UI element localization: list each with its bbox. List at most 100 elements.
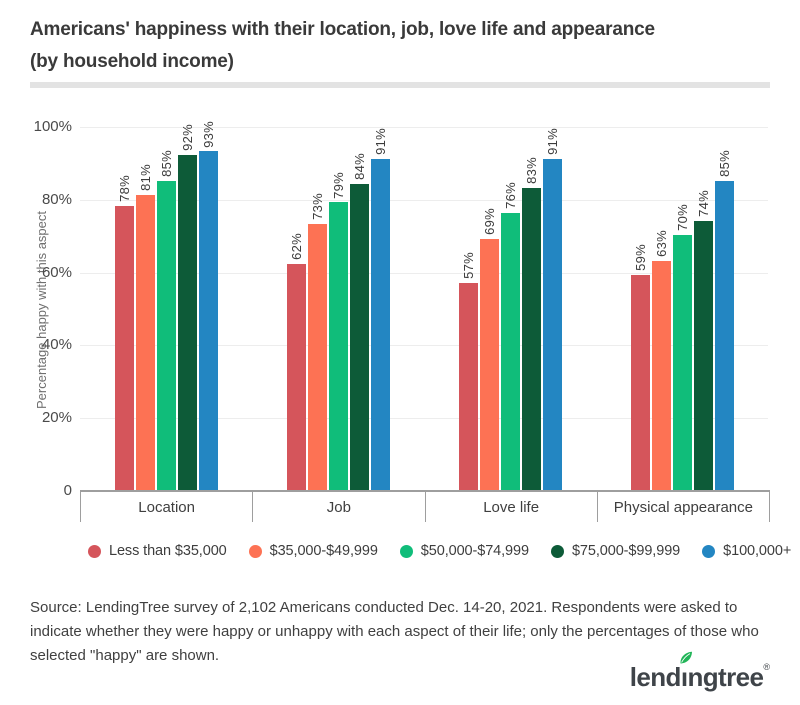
bar-value-label: 85% [158, 149, 174, 177]
bar-value-label: 93% [200, 120, 216, 148]
category-label: Physical appearance [596, 492, 770, 522]
gridline [80, 199, 768, 201]
legend-label: $35,000-$49,999 [269, 543, 378, 559]
bar-group-location: 78% 81% 85% 92% 93% [80, 121, 252, 490]
gridline [80, 418, 768, 420]
legend-label: Less than $35,000 [109, 543, 227, 559]
legend-swatch-icon [399, 544, 413, 558]
bar-wrap: 57% [458, 251, 478, 490]
bar-wrap: 79% [328, 172, 348, 490]
bar-wrap: 74% [693, 189, 713, 490]
plot-area: 78% 81% 85% 92% 93% 62% 73% 79% 84% 91% 57% 69% 76% 8… [80, 95, 768, 490]
bar-value-label: 81% [137, 164, 153, 192]
bar [349, 184, 369, 490]
legend-item: $75,000-$99,999 [550, 543, 681, 559]
chart-title-line2: (by household income) [30, 51, 234, 72]
bar-wrap: 93% [198, 120, 218, 490]
title-divider [30, 82, 770, 88]
bar-wrap: 59% [630, 244, 650, 490]
y-axis-title: Percentage happy with this aspect [34, 211, 49, 410]
bar-value-label: 84% [351, 153, 367, 181]
bar [651, 260, 671, 490]
gridline [80, 127, 768, 128]
bar [714, 180, 734, 490]
legend-swatch-icon [550, 544, 564, 558]
bar [521, 187, 541, 490]
legend-label: $100,000+ [723, 543, 792, 559]
bar-wrap: 83% [521, 156, 541, 490]
category-label: Job [252, 492, 424, 522]
y-tick-label: 40% [41, 336, 72, 354]
x-axis-line [80, 490, 770, 492]
bar [458, 282, 478, 490]
bar-wrap: 73% [307, 193, 327, 490]
chart-title: Americans' happiness with their location… [30, 14, 770, 78]
category-label: Love life [424, 492, 597, 522]
bar-value-label: 78% [116, 175, 132, 203]
bar-wrap: 62% [286, 233, 306, 490]
bar [286, 264, 306, 490]
bar-value-label: 57% [460, 251, 476, 279]
bar-value-label: 62% [288, 233, 304, 261]
lendingtree-logo: lend ıngtree® [630, 651, 770, 694]
bar-value-label: 85% [716, 149, 732, 177]
bar-wrap: 84% [349, 153, 369, 490]
bar-value-label: 76% [502, 182, 518, 210]
bar [198, 151, 218, 490]
bar-value-label: 91% [372, 127, 388, 155]
bar [370, 158, 390, 490]
legend-label: $75,000-$99,999 [571, 543, 681, 559]
bar-value-label: 74% [695, 189, 711, 217]
logo-letter-i: ı [680, 651, 692, 692]
y-tick-label: 60% [41, 263, 72, 281]
x-axis-category-row: Location Job Love life Physical appearance [80, 492, 770, 522]
bar-wrap: 70% [672, 204, 692, 490]
bar [114, 206, 134, 490]
y-tick-label: 20% [41, 409, 72, 427]
legend-item: Less than $35,000 [88, 543, 227, 559]
bar-value-label: 83% [523, 156, 539, 184]
bar [156, 180, 176, 490]
gridline [80, 345, 768, 347]
bar [672, 235, 692, 490]
bar [542, 158, 562, 490]
legend-item: $50,000-$74,999 [399, 543, 529, 559]
legend: Less than $35,000 $35,000-$49,999 $50,000-… [88, 543, 791, 559]
bar [630, 275, 650, 490]
bar-wrap: 85% [714, 149, 734, 490]
source-note: Source: LendingTree survey of 2,102 Amer… [30, 599, 759, 664]
bar-value-label: 59% [632, 244, 648, 272]
bar-value-label: 70% [674, 204, 690, 232]
bar-value-label: 92% [179, 124, 195, 152]
legend-label: $50,000-$74,999 [420, 543, 529, 559]
legend-swatch-icon [702, 544, 716, 558]
y-tick-label: 100% [33, 118, 72, 135]
bar-wrap: 91% [542, 128, 562, 490]
bar-wrap: 81% [135, 164, 155, 490]
y-tick-label: 0 [63, 482, 72, 499]
bar-value-label: 63% [653, 229, 669, 257]
bar-wrap: 78% [114, 175, 134, 490]
bar [307, 224, 327, 490]
registered-mark: ® [763, 662, 770, 672]
bar-group-love-life: 57% 69% 76% 83% 91% [424, 126, 596, 490]
bar-wrap: 69% [479, 207, 499, 490]
bar [500, 213, 520, 490]
bar [479, 238, 499, 490]
legend-swatch-icon [88, 544, 101, 558]
bar [328, 202, 348, 490]
bar-wrap: 92% [177, 124, 197, 490]
bar-wrap: 63% [651, 229, 671, 490]
bar-chart: Percentage happy with this aspect 100% 80… [0, 95, 800, 540]
bar [177, 155, 197, 490]
gridline [80, 272, 768, 274]
legend-item: $35,000-$49,999 [248, 543, 378, 559]
leaf-icon [680, 651, 692, 664]
bar-wrap: 91% [370, 127, 390, 490]
bar-group-physical-appearance: 59% 63% 70% 74% 85% [596, 126, 768, 490]
y-tick-label: 80% [41, 190, 72, 208]
bar-group-job: 62% 73% 79% 84% 91% [252, 126, 424, 490]
bar-value-label: 69% [481, 207, 497, 235]
chart-title-line1: Americans' happiness with their location… [30, 19, 655, 40]
